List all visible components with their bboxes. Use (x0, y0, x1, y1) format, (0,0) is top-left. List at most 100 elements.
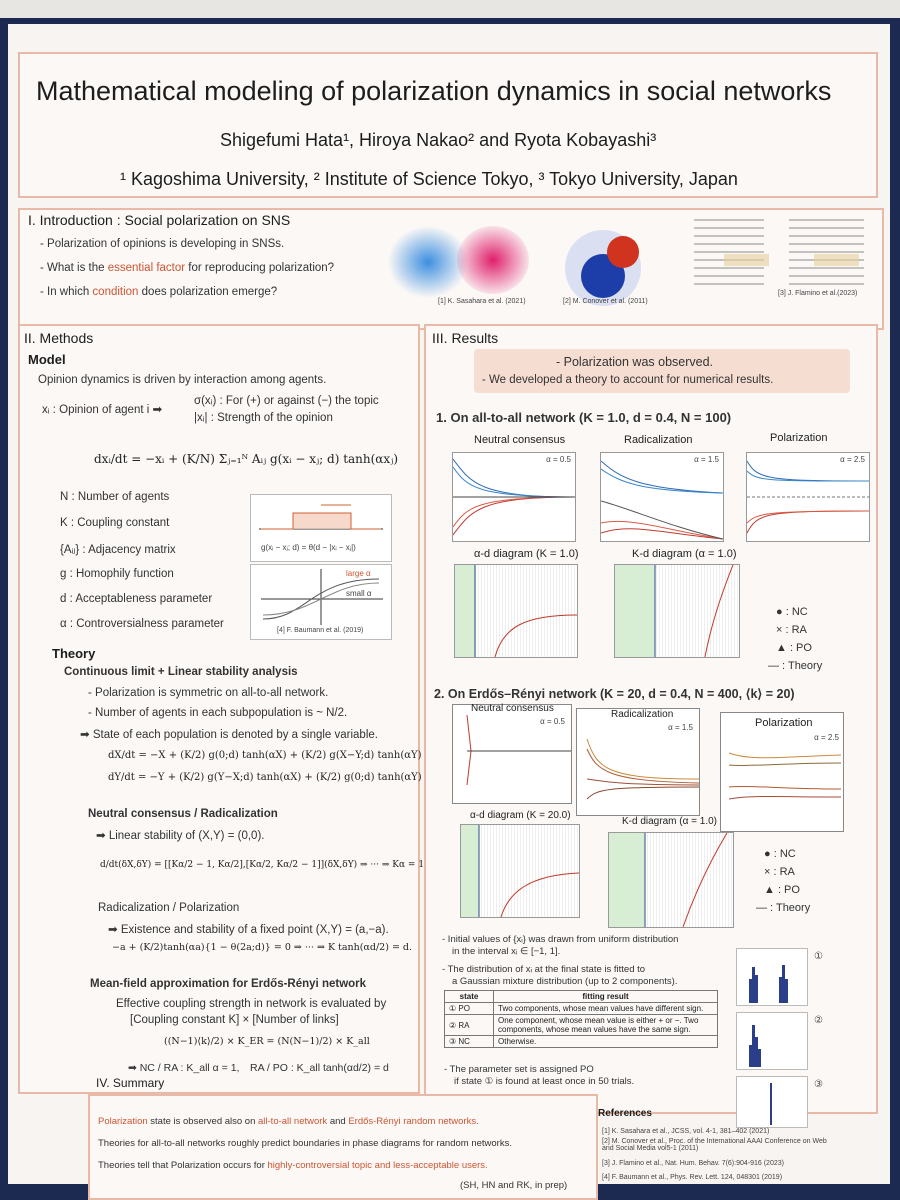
poster: Mathematical modeling of polarization dy… (8, 24, 890, 1200)
fitting-result-table: state fitting result ① PO Two components… (444, 990, 718, 1048)
timeseries-polar-2: Polarization α = 2.5 (720, 712, 844, 832)
histogram-nc: ③ (736, 1076, 823, 1128)
mean-field-equation: ((N−1)⟨k⟩/2) × K_ER = (N(N−1)/2) × K_all (164, 1036, 370, 1047)
poster-authors: Shigefumi Hata¹, Hiroya Nakao² and Ryota… (220, 130, 657, 150)
histogram-label-2: ② (814, 1015, 823, 1026)
k-d-diagram-2 (608, 832, 734, 928)
alpha-d-diagram-title-1: α-d diagram (K = 1.0) (474, 548, 579, 560)
reference-item: [1] K. Sasahara et al., JCSS, vol. 4-1, … (602, 1128, 770, 1135)
legend-2-ra: × : RA (764, 866, 795, 878)
intro-bullet-1: - Polarization of opinions is developing… (40, 238, 285, 250)
legend-2-nc: ● : NC (764, 848, 796, 860)
summary-signature: (SH, HN and RK, in prep) (460, 1180, 568, 1191)
poster-affiliations: ¹ Kagoshima University, ² Institute of S… (120, 169, 738, 189)
legend-1-nc: ● : NC (776, 606, 808, 618)
homophily-function-figure: g(xᵢ − xⱼ; d) = θ(d − |xᵢ − xⱼ|) (250, 494, 392, 562)
plot-title-polar-2: Polarization (755, 717, 813, 729)
alpha-label-polar-2: α = 2.5 (814, 733, 839, 742)
def-d: d : Acceptableness parameter (60, 593, 213, 605)
results-heading: III. Results (432, 330, 499, 346)
alpha-d-diagram-1 (454, 564, 578, 658)
alpha-label-polar-1: α = 2.5 (840, 455, 865, 464)
mean-field-line-2: [Coupling constant K] × [Number of links… (130, 1014, 339, 1026)
table-cell-state: ③ NC (444, 1035, 494, 1048)
timeseries-neutral-2: Neutral consensus α = 0.5 (452, 703, 572, 804)
methods-heading: II. Methods (24, 330, 94, 346)
summary-heading: IV. Summary (96, 1076, 165, 1090)
methods-box (18, 324, 420, 1094)
note-1b: in the interval xᵢ ∈ [−1, 1]. (452, 946, 561, 957)
table-header-state: state (444, 990, 494, 1003)
section-2-title: 2. On Erdős–Rényi network (K = 20, d = 0… (434, 687, 795, 701)
note-3b: if state ① is found at least once in 50 … (454, 1076, 635, 1087)
timeseries-polar-1: α = 2.5 (746, 452, 870, 542)
section-1-title: 1. On all-to-all network (K = 1.0, d = 0… (436, 410, 732, 425)
theory-heading: Theory (52, 646, 96, 661)
summary-line-3: Theories tell that Polarization occurs f… (98, 1160, 488, 1171)
header-box (18, 52, 878, 198)
k-d-diagram-1 (614, 564, 740, 658)
table-row: ③ NC Otherwise. (444, 1035, 718, 1048)
table-cell-fit: Otherwise. (493, 1035, 718, 1048)
plot-title-polar-1: Polarization (770, 432, 828, 444)
main-equation: dxᵢ/dt = −xᵢ + (K/N) Σⱼ₌₁ᴺ Aᵢⱼ g(xᵢ − xⱼ… (94, 452, 399, 466)
table-header-row: state fitting result (444, 990, 718, 1003)
table-row: ① PO Two components, whose mean values h… (444, 1002, 718, 1015)
small-alpha-label: small α (346, 589, 372, 598)
callout-line-2: - We developed a theory to account for n… (482, 374, 774, 386)
table-header-fit: fitting result (493, 990, 718, 1003)
def-k: K : Coupling constant (60, 517, 170, 529)
alpha-label-radical-2: α = 1.5 (668, 723, 693, 732)
table-cell-state: ① PO (444, 1002, 494, 1015)
neutral-radical-heading: Neutral consensus / Radicalization (88, 808, 278, 820)
intro-bullet-3: - In which condition does polarization e… (40, 286, 278, 298)
large-alpha-label: large α (346, 569, 371, 578)
summary-line-1: Polarization state is observed also on a… (98, 1116, 479, 1127)
fixed-point-equation: −a + (K/2)tanh(αa){1 − θ(2a;d)} = 0 ⇒ ··… (112, 942, 413, 953)
neutral-radical-line: ➡ Linear stability of (X,Y) = (0,0). (96, 830, 265, 842)
note-2b: a Gaussian mixture distribution (up to 2… (452, 976, 678, 987)
dendrogram-image (694, 219, 864, 285)
references-heading: References (598, 1108, 652, 1119)
def-n: N : Number of agents (60, 491, 170, 503)
plot-title-radical-2: Radicalization (611, 709, 674, 720)
k-d-diagram-title-2: K-d diagram (α = 1.0) (622, 816, 717, 827)
alpha-label-neutral-1: α = 0.5 (546, 455, 571, 464)
legend-1-theory: — : Theory (768, 660, 823, 672)
table-row: ② RA One component, whose mean value is … (444, 1014, 718, 1036)
histogram-ra: ② (736, 1012, 823, 1070)
table-cell-fit: One component, whose mean value is eithe… (493, 1014, 718, 1036)
sigma-definition: σ(xᵢ) : For (+) or against (−) the topic (194, 395, 379, 407)
alpha-d-diagram-title-2: α-d diagram (K = 20.0) (470, 810, 571, 821)
intro-bullet-2: - What is the essential factor for repro… (40, 262, 335, 274)
results-callout (474, 349, 850, 393)
table-cell-fit: Two components, whose mean values have d… (493, 1002, 718, 1015)
equation-x: dX/dt = −X + (K/2) g(0;d) tanh(αX) + (K/… (108, 750, 422, 761)
note-2: - The distribution of xᵢ at the final st… (442, 964, 646, 975)
mean-field-result-1: ➡ NC / RA : K_all α = 1, (128, 1062, 240, 1074)
background-wall (0, 0, 900, 22)
cite-4: [4] F. Baumann et al. (2019) (277, 627, 364, 634)
alpha-label-radical-1: α = 1.5 (694, 455, 719, 464)
abs-x-definition: |xᵢ| : Strength of the opinion (194, 412, 333, 424)
legend-1-ra: × : RA (776, 624, 807, 636)
model-line-1: Opinion dynamics is driven by interactio… (38, 374, 327, 386)
radical-polar-line: ➡ Existence and stability of a fixed poi… (108, 924, 389, 936)
timeseries-radical-2: Radicalization α = 1.5 (576, 708, 700, 816)
summary-box (88, 1094, 598, 1200)
equation-y: dY/dt = −Y + (K/2) g(Y−X;d) tanh(αX) + (… (108, 772, 422, 783)
note-3: - The parameter set is assigned PO (444, 1064, 594, 1075)
table-cell-state: ② RA (444, 1014, 494, 1036)
mean-field-result-2: RA / PO : K_all tanh(αd/2) = d (250, 1062, 389, 1074)
poster-title: Mathematical modeling of polarization dy… (36, 76, 832, 106)
intro-cite-2: [2] M. Conover et al. (2011) (563, 298, 648, 305)
histogram-po: ① (736, 948, 823, 1006)
k-d-diagram-title-1: K-d diagram (α = 1.0) (632, 548, 737, 560)
reference-item: [4] F. Baumann et al., Phys. Rev. Lett. … (602, 1174, 783, 1181)
mean-field-heading: Mean-field approximation for Erdős-Rényi… (90, 978, 367, 990)
xi-definition-label: xᵢ : Opinion of agent i ➡ (42, 404, 163, 416)
theory-point-2: - Number of agents in each subpopulation… (88, 707, 348, 719)
intro-heading: I. Introduction : Social polarization on… (28, 212, 291, 228)
def-a: {Aᵢⱼ} : Adjacency matrix (60, 544, 176, 556)
theory-point-3: ➡ State of each population is denoted by… (80, 729, 378, 741)
